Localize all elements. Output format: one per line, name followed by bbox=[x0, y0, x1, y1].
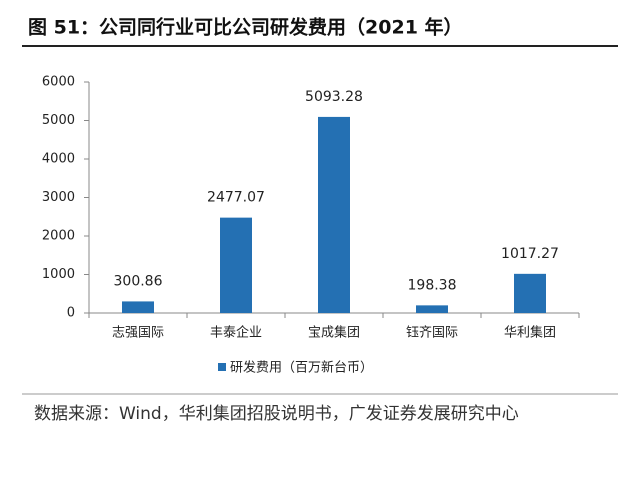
data-label: 198.38 bbox=[408, 277, 457, 293]
y-tick-label: 1000 bbox=[42, 267, 75, 282]
source-note: 数据来源：Wind，华利集团招股说明书，广发证券发展研究中心 bbox=[34, 404, 519, 424]
y-tick-label: 5000 bbox=[42, 113, 75, 128]
data-label: 300.86 bbox=[114, 273, 163, 289]
bar bbox=[318, 116, 350, 313]
bar bbox=[416, 305, 448, 313]
y-tick-label: 4000 bbox=[42, 152, 75, 167]
data-label: 2477.07 bbox=[207, 190, 265, 206]
x-tick-label: 志强国际 bbox=[112, 326, 164, 341]
x-tick-label: 华利集团 bbox=[504, 325, 556, 341]
legend-swatch bbox=[218, 363, 226, 371]
bar bbox=[220, 217, 252, 313]
bar bbox=[514, 273, 546, 313]
x-tick-label: 宝成集团 bbox=[308, 325, 360, 341]
chart: 图 51：公司同行业可比公司研发费用（2021 年） 0 1000 2000 3000… bbox=[22, 16, 618, 395]
y-tick-label: 6000 bbox=[42, 75, 75, 90]
legend-label: 研发费用（百万新台币） bbox=[230, 360, 373, 376]
data-label: 5093.28 bbox=[305, 89, 363, 105]
y-tick-label: 0 bbox=[67, 306, 75, 321]
y-tick-label: 3000 bbox=[42, 190, 75, 205]
x-tick-label: 丰泰企业 bbox=[210, 325, 262, 341]
data-label: 1017.27 bbox=[501, 246, 559, 262]
x-tick-label: 钰齐国际 bbox=[406, 325, 458, 341]
y-tick-label: 2000 bbox=[42, 229, 75, 244]
bar bbox=[122, 301, 154, 313]
chart-title: 图 51：公司同行业可比公司研发费用（2021 年） bbox=[28, 16, 463, 39]
